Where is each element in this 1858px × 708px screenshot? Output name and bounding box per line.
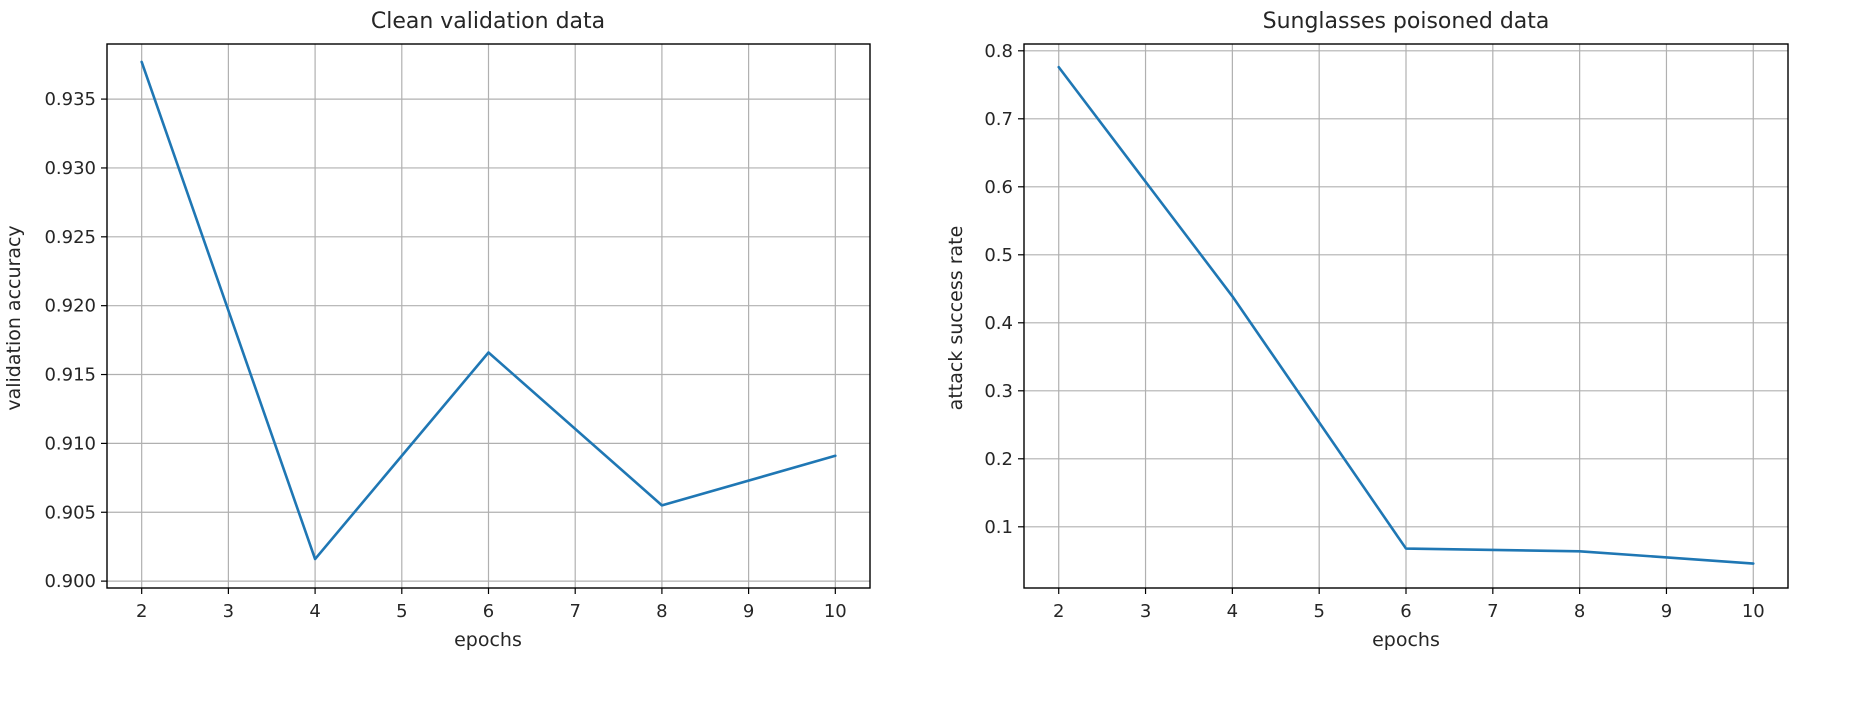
y-tick-label: 0.4 xyxy=(984,313,1013,334)
y-tick-label: 0.900 xyxy=(44,571,96,592)
y-tick-label: 0.915 xyxy=(44,365,96,386)
x-tick-label: 2 xyxy=(1053,601,1064,622)
x-tick-label: 6 xyxy=(1400,601,1411,622)
y-tick-label: 0.905 xyxy=(44,502,96,523)
y-tick-label: 0.3 xyxy=(984,381,1013,402)
x-tick-label: 6 xyxy=(483,601,494,622)
y-tick-label: 0.5 xyxy=(984,245,1013,266)
chart-sunglasses-poisoned: Sunglasses poisoned data epochs attack s… xyxy=(945,9,1789,651)
grid-lines xyxy=(107,44,870,588)
y-tick-label: 0.935 xyxy=(44,89,96,110)
x-tick-label: 8 xyxy=(1574,601,1585,622)
x-tick-label: 9 xyxy=(743,601,754,622)
series-line xyxy=(140,60,837,561)
x-tick-label: 10 xyxy=(824,601,847,622)
x-tick-label: 9 xyxy=(1661,601,1672,622)
series-line xyxy=(1057,65,1755,565)
y-axis-label: validation accuracy xyxy=(3,225,25,410)
x-tick-label: 5 xyxy=(1313,601,1324,622)
y-tick-label: 0.8 xyxy=(984,41,1013,62)
x-tick-label: 8 xyxy=(656,601,667,622)
x-axis-label: epochs xyxy=(454,629,522,651)
x-tick-label: 4 xyxy=(1227,601,1238,622)
chart-title: Clean validation data xyxy=(371,9,605,34)
x-tick-label: 4 xyxy=(309,601,320,622)
y-tick-label: 0.7 xyxy=(984,109,1013,130)
x-tick-label: 7 xyxy=(569,601,580,622)
y-tick-label: 0.930 xyxy=(44,158,96,179)
x-tick-label: 3 xyxy=(223,601,234,622)
grid-lines xyxy=(1024,44,1788,588)
y-tick-label: 0.910 xyxy=(44,433,96,454)
x-tick-label: 5 xyxy=(396,601,407,622)
x-tick-label: 10 xyxy=(1742,601,1765,622)
x-tick-label: 3 xyxy=(1140,601,1151,622)
chart-clean-validation: Clean validation data epochs validation … xyxy=(3,9,871,651)
x-tick-label: 7 xyxy=(1487,601,1498,622)
y-tick-label: 0.925 xyxy=(44,227,96,248)
chart-title: Sunglasses poisoned data xyxy=(1263,9,1550,34)
y-tick-label: 0.6 xyxy=(984,177,1013,198)
x-axis-label: epochs xyxy=(1372,629,1440,651)
y-axis-label: attack success rate xyxy=(945,226,967,411)
x-tick-label: 2 xyxy=(136,601,147,622)
y-tick-label: 0.2 xyxy=(984,449,1013,470)
y-tick-label: 0.920 xyxy=(44,296,96,317)
y-tick-label: 0.1 xyxy=(984,517,1013,538)
